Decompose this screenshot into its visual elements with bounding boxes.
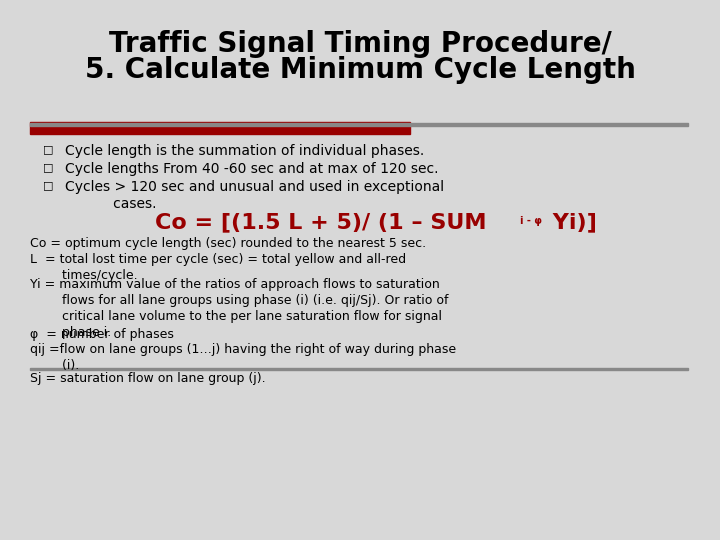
Bar xyxy=(30,368,688,370)
Text: φ  = number of phases: φ = number of phases xyxy=(30,328,174,341)
Text: Yi = maximum value of the ratios of approach flows to saturation
        flows f: Yi = maximum value of the ratios of appr… xyxy=(30,278,449,339)
Text: Cycles > 120 sec and unusual and used in exceptional
           cases.: Cycles > 120 sec and unusual and used in… xyxy=(65,180,444,211)
Text: Co = optimum cycle length (sec) rounded to the nearest 5 sec.: Co = optimum cycle length (sec) rounded … xyxy=(30,237,426,250)
Text: i - φ: i - φ xyxy=(520,216,542,226)
Text: Cycle length is the summation of individual phases.: Cycle length is the summation of individ… xyxy=(65,144,424,158)
Text: □: □ xyxy=(42,180,53,190)
Bar xyxy=(30,122,410,134)
Text: 5. Calculate Minimum Cycle Length: 5. Calculate Minimum Cycle Length xyxy=(84,56,636,84)
Bar xyxy=(30,123,688,126)
Text: Cycle lengths From 40 -60 sec and at max of 120 sec.: Cycle lengths From 40 -60 sec and at max… xyxy=(65,162,438,176)
Text: L  = total lost time per cycle (sec) = total yellow and all-red
        times/cy: L = total lost time per cycle (sec) = to… xyxy=(30,253,406,282)
Text: Sj = saturation flow on lane group (j).: Sj = saturation flow on lane group (j). xyxy=(30,372,266,385)
Text: Traffic Signal Timing Procedure/: Traffic Signal Timing Procedure/ xyxy=(109,30,611,58)
Text: □: □ xyxy=(42,162,53,172)
Text: Yi)]: Yi)] xyxy=(545,212,597,232)
Text: qij =flow on lane groups (1…j) having the right of way during phase
        (i).: qij =flow on lane groups (1…j) having th… xyxy=(30,343,456,372)
Text: □: □ xyxy=(42,144,53,154)
Text: Co = [(1.5 L + 5)/ (1 – SUM: Co = [(1.5 L + 5)/ (1 – SUM xyxy=(155,212,487,232)
